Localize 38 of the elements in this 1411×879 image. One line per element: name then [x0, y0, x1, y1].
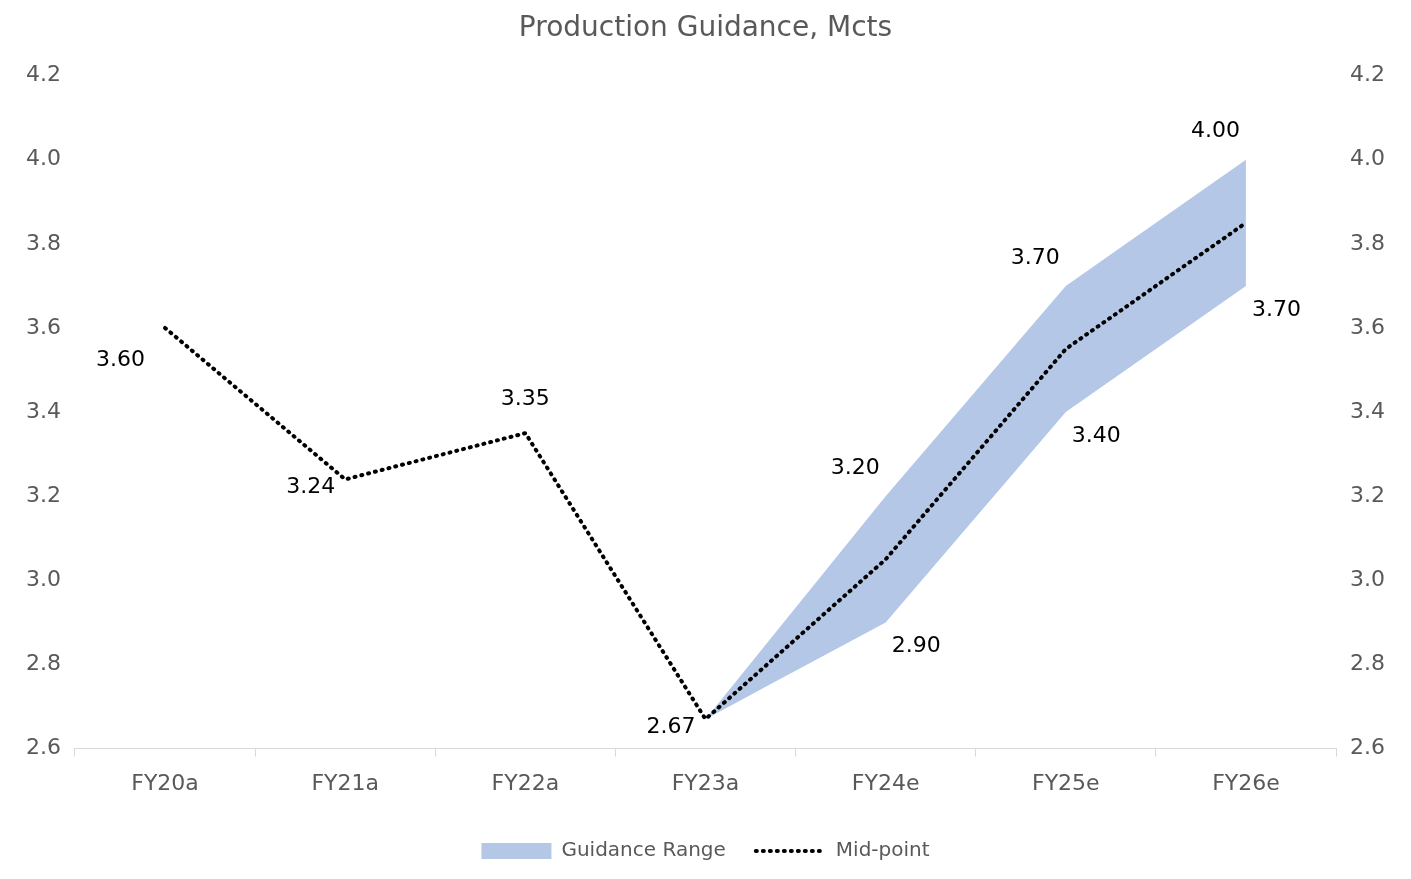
x-tick-label: FY25e [1031, 769, 1100, 795]
x-tick-label: FY26e [1212, 769, 1280, 795]
y-tick-label: 4.0 [25, 145, 61, 171]
y-tick-label: 4.2 [25, 61, 61, 87]
annotation: 4.00 [1190, 117, 1240, 143]
legend-label: Mid-point [835, 837, 930, 862]
y2-tick-label: 2.6 [1350, 734, 1386, 760]
y-tick-label: 3.4 [25, 397, 61, 423]
data-label: 3.24 [286, 473, 336, 499]
y2-tick-label: 4.2 [1350, 61, 1386, 87]
y2-tick-label: 3.4 [1350, 397, 1386, 423]
x-tick-label: FY20a [131, 769, 199, 795]
data-label: 3.60 [96, 345, 146, 371]
annotation: 3.40 [1071, 421, 1121, 447]
y2-tick-label: 3.2 [1350, 481, 1386, 507]
y2-tick-label: 2.8 [1350, 650, 1386, 676]
y2-tick-label: 3.6 [1350, 313, 1386, 339]
data-label: 3.35 [500, 384, 550, 410]
annotation: 3.70 [1251, 295, 1301, 321]
legend-label: Guidance Range [561, 837, 726, 862]
annotation: 3.20 [830, 453, 880, 479]
x-tick-label: FY21a [311, 769, 379, 795]
y-tick-label: 2.6 [25, 734, 61, 760]
data-label: 2.67 [646, 712, 696, 738]
annotation: 2.90 [891, 632, 941, 658]
y-tick-label: 2.8 [25, 650, 61, 676]
x-tick-label: FY24e [851, 769, 920, 795]
y2-tick-label: 3.0 [1350, 566, 1386, 592]
annotation: 3.70 [1010, 243, 1060, 269]
y2-tick-label: 3.8 [1350, 229, 1386, 255]
y-tick-label: 3.0 [25, 566, 61, 592]
y-tick-label: 3.6 [25, 313, 61, 339]
x-tick-label: FY23a [671, 769, 740, 795]
y-tick-label: 3.8 [25, 229, 61, 255]
x-tick-label: FY22a [491, 769, 560, 795]
y2-tick-label: 4.0 [1350, 145, 1386, 171]
y-tick-label: 3.2 [25, 481, 61, 507]
chart-title: Production Guidance, Mcts [518, 10, 893, 44]
